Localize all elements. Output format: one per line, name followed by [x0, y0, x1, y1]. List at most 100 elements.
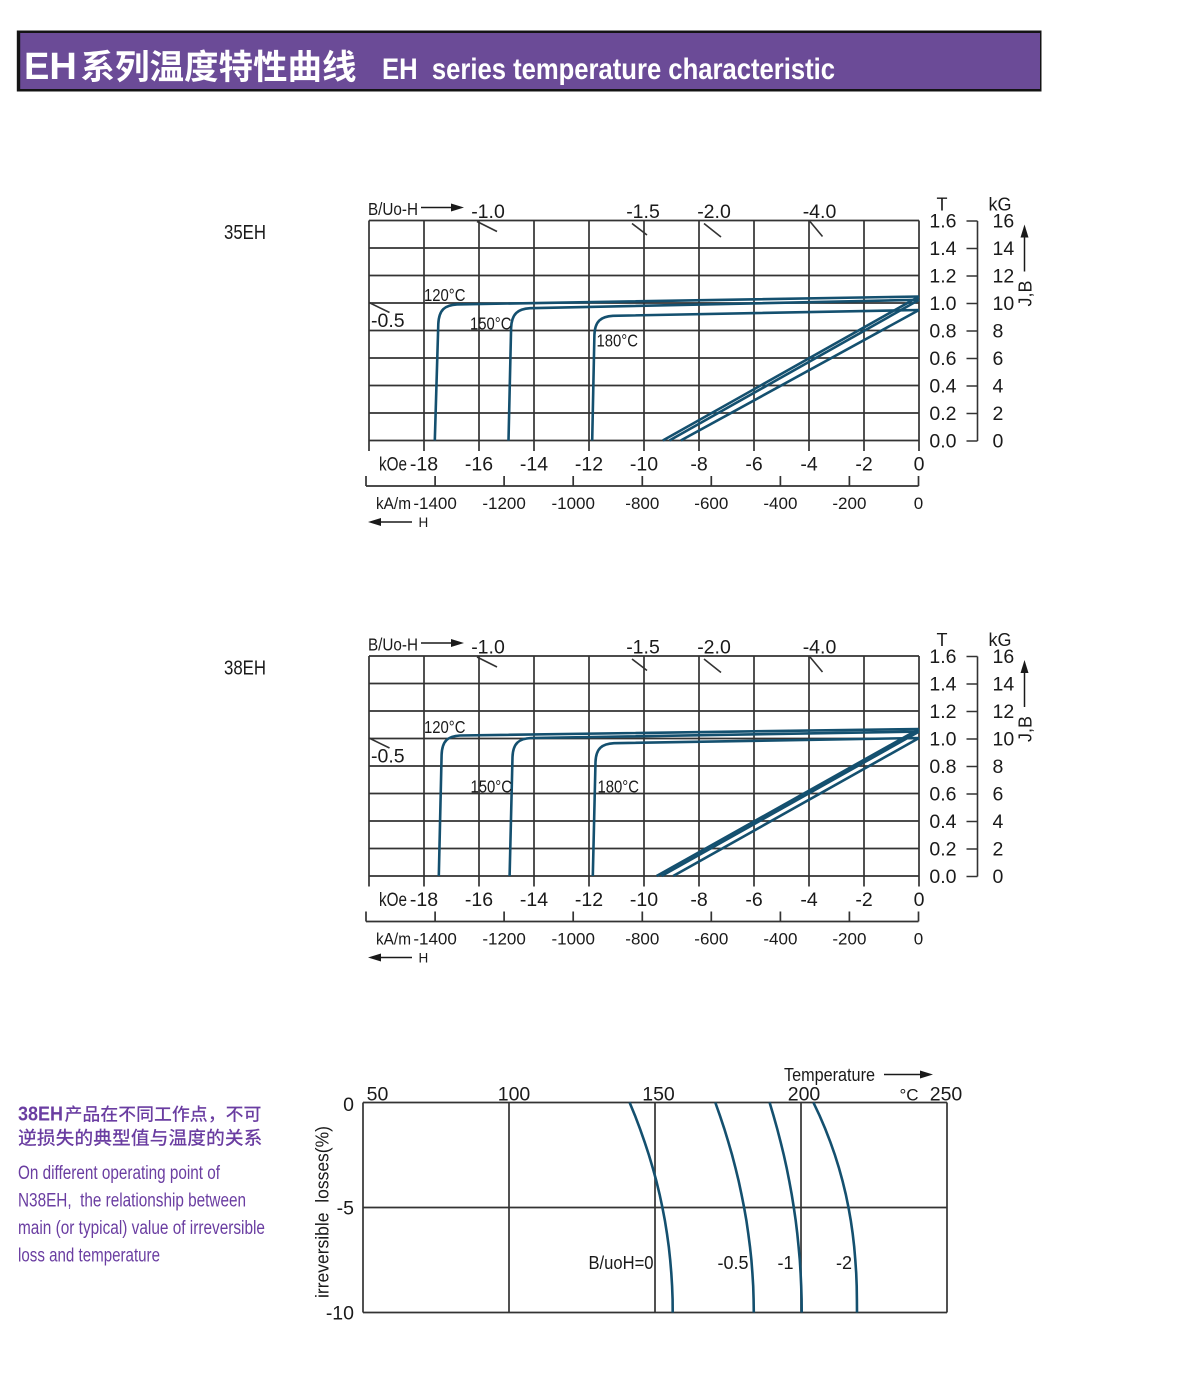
- svg-text:-1200: -1200: [482, 494, 525, 513]
- svg-text:-6: -6: [745, 889, 762, 911]
- svg-text:-2: -2: [855, 454, 872, 476]
- svg-text:-800: -800: [625, 494, 659, 513]
- svg-text:0.0: 0.0: [929, 866, 956, 888]
- svg-text:0.8: 0.8: [929, 321, 956, 343]
- svg-text:-6: -6: [745, 454, 762, 476]
- svg-text:-12: -12: [575, 454, 603, 476]
- svg-text:38EH: 38EH: [224, 658, 266, 680]
- svg-text:-1.5: -1.5: [626, 637, 660, 659]
- svg-text:1.2: 1.2: [929, 266, 956, 288]
- svg-text:irreversible losses(%): irreversible losses(%): [312, 1126, 333, 1298]
- svg-text:-600: -600: [694, 930, 728, 949]
- svg-text:180°C: 180°C: [598, 777, 640, 797]
- svg-text:0: 0: [914, 930, 923, 949]
- svg-text:1.6: 1.6: [929, 646, 956, 668]
- svg-text:EH: EH: [24, 46, 77, 88]
- svg-text:-4: -4: [800, 889, 817, 911]
- svg-text:10: 10: [993, 293, 1015, 315]
- svg-text:0: 0: [914, 889, 925, 911]
- svg-text:-5: -5: [337, 1198, 354, 1220]
- svg-text:0: 0: [993, 866, 1004, 888]
- svg-text:6: 6: [993, 784, 1004, 806]
- svg-text:16: 16: [993, 646, 1015, 668]
- svg-text:0.8: 0.8: [929, 756, 956, 778]
- svg-text:-1400: -1400: [413, 930, 456, 949]
- svg-text:-1200: -1200: [482, 930, 525, 949]
- svg-text:kG: kG: [988, 630, 1011, 650]
- svg-text:-4: -4: [800, 454, 817, 476]
- svg-text:8: 8: [993, 321, 1004, 343]
- svg-text:8: 8: [993, 756, 1004, 778]
- svg-text:0: 0: [343, 1094, 354, 1116]
- svg-text:-16: -16: [465, 454, 493, 476]
- svg-text:kA/m: kA/m: [376, 494, 411, 513]
- svg-text:Temperature: Temperature: [784, 1065, 875, 1085]
- svg-text:12: 12: [993, 701, 1015, 723]
- svg-text:-16: -16: [465, 889, 493, 911]
- svg-text:H: H: [419, 950, 429, 965]
- svg-text:-400: -400: [763, 494, 797, 513]
- svg-text:kA/m: kA/m: [376, 930, 411, 949]
- svg-text:38EH: 38EH: [18, 1104, 63, 1126]
- svg-text:T: T: [937, 195, 948, 215]
- svg-text:0.4: 0.4: [929, 811, 956, 833]
- svg-text:0: 0: [914, 494, 923, 513]
- svg-text:200: 200: [788, 1084, 821, 1106]
- svg-text:kOe: kOe: [379, 454, 407, 476]
- svg-text:-1.5: -1.5: [626, 201, 660, 223]
- svg-text:16: 16: [993, 211, 1015, 233]
- svg-text:-14: -14: [520, 454, 548, 476]
- svg-text:EH series temperature charact: EH series temperature characteristic: [382, 53, 835, 86]
- svg-text:-8: -8: [690, 454, 707, 476]
- svg-text:-2: -2: [855, 889, 872, 911]
- svg-text:-2: -2: [836, 1253, 852, 1273]
- svg-text:On different operating point o: On different operating point of: [18, 1163, 221, 1184]
- svg-text:4: 4: [993, 811, 1004, 833]
- svg-text:-18: -18: [410, 889, 438, 911]
- svg-text:T: T: [937, 630, 948, 650]
- svg-text:-1000: -1000: [551, 930, 594, 949]
- svg-text:1.2: 1.2: [929, 701, 956, 723]
- svg-text:0: 0: [993, 431, 1004, 453]
- svg-text:-4.0: -4.0: [803, 201, 837, 223]
- svg-text:-0.5: -0.5: [371, 310, 405, 332]
- svg-text:10: 10: [993, 729, 1015, 751]
- svg-text:°C: °C: [899, 1086, 918, 1105]
- svg-text:N38EH, the relationship betwe: N38EH, the relationship between: [18, 1191, 246, 1212]
- svg-text:-1: -1: [777, 1253, 793, 1273]
- svg-text:120°C: 120°C: [424, 717, 466, 737]
- svg-text:-800: -800: [625, 930, 659, 949]
- svg-text:-1.0: -1.0: [471, 637, 505, 659]
- svg-text:0: 0: [914, 454, 925, 476]
- svg-text:0.4: 0.4: [929, 376, 956, 398]
- svg-text:6: 6: [993, 348, 1004, 370]
- svg-text:-18: -18: [410, 454, 438, 476]
- svg-text:1.0: 1.0: [929, 729, 956, 751]
- svg-text:150°C: 150°C: [470, 314, 512, 334]
- svg-text:J,B: J,B: [1016, 716, 1036, 742]
- svg-text:kG: kG: [988, 195, 1011, 215]
- svg-text:14: 14: [993, 674, 1015, 696]
- svg-text:-12: -12: [575, 889, 603, 911]
- svg-text:-8: -8: [690, 889, 707, 911]
- svg-text:main (or typical) value of irr: main (or typical) value of irreversible: [18, 1218, 265, 1239]
- svg-text:1.6: 1.6: [929, 211, 956, 233]
- svg-text:100: 100: [498, 1084, 531, 1106]
- svg-text:B/Uo-H: B/Uo-H: [368, 199, 418, 219]
- svg-text:-0.5: -0.5: [371, 746, 405, 768]
- svg-text:-10: -10: [326, 1303, 354, 1325]
- svg-text:120°C: 120°C: [424, 285, 466, 305]
- svg-text:-0.5: -0.5: [717, 1253, 748, 1273]
- svg-text:-1.0: -1.0: [471, 201, 505, 223]
- svg-text:0.2: 0.2: [929, 839, 956, 861]
- svg-text:-2.0: -2.0: [697, 201, 731, 223]
- svg-text:14: 14: [993, 238, 1015, 260]
- svg-text:-600: -600: [694, 494, 728, 513]
- svg-text:-200: -200: [832, 930, 866, 949]
- svg-text:kOe: kOe: [379, 889, 407, 911]
- svg-text:-10: -10: [630, 889, 658, 911]
- svg-text:150°C: 150°C: [471, 777, 513, 797]
- svg-text:0.2: 0.2: [929, 403, 956, 425]
- svg-text:1.4: 1.4: [929, 238, 956, 260]
- svg-text:2: 2: [993, 839, 1004, 861]
